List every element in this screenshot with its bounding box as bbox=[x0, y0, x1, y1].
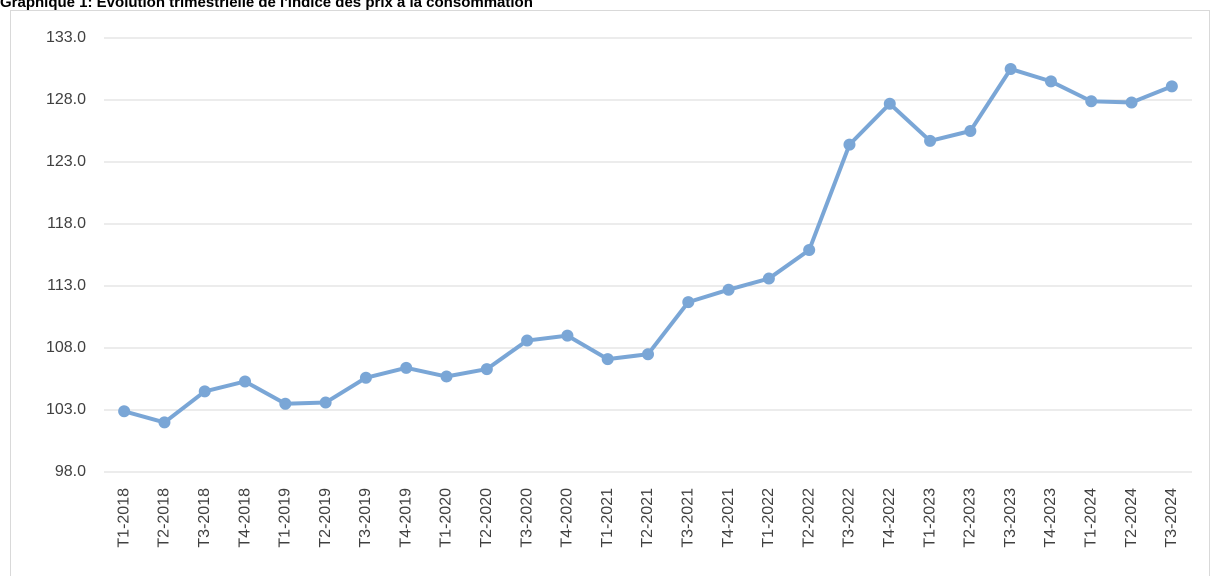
x-tick-label: T3-2021 bbox=[680, 488, 697, 548]
x-tick-label: T1-2024 bbox=[1082, 488, 1099, 548]
x-tick-label: T2-2024 bbox=[1123, 488, 1140, 548]
x-tick-label: T2-2022 bbox=[800, 488, 817, 548]
marker bbox=[642, 348, 654, 361]
x-tick-label: T1-2019 bbox=[277, 488, 294, 548]
x-tick-label: T2-2020 bbox=[478, 488, 495, 548]
marker bbox=[521, 334, 534, 347]
y-tick-label: 98.0 bbox=[55, 463, 86, 480]
marker bbox=[359, 371, 372, 384]
marker bbox=[843, 138, 856, 151]
marker bbox=[400, 361, 413, 374]
marker bbox=[601, 353, 614, 366]
x-tick-label: T1-2020 bbox=[438, 488, 455, 548]
marker bbox=[158, 416, 171, 429]
x-tick-label: T1-2021 bbox=[599, 488, 616, 548]
marker bbox=[1085, 95, 1098, 108]
marker bbox=[722, 283, 735, 296]
marker bbox=[964, 125, 977, 137]
x-tick-label: T1-2018 bbox=[115, 488, 132, 548]
x-tick-label: T3-2023 bbox=[1002, 488, 1019, 548]
marker bbox=[118, 405, 131, 418]
x-tick-label: T4-2021 bbox=[720, 488, 737, 548]
line bbox=[123, 67, 1173, 425]
x-tick-label: T2-2019 bbox=[317, 488, 334, 548]
marker bbox=[682, 296, 695, 309]
marker bbox=[1125, 96, 1138, 109]
marker bbox=[1165, 80, 1178, 93]
x-tick-label: T3-2022 bbox=[841, 488, 858, 548]
marker bbox=[480, 363, 493, 376]
chart-border bbox=[10, 10, 1210, 576]
chart-title: Graphique 1: Evolution trimestrielle de … bbox=[0, 0, 533, 11]
marker bbox=[1044, 75, 1057, 88]
x-tick-label: T4-2019 bbox=[397, 488, 414, 548]
x-tick-label: T3-2024 bbox=[1163, 488, 1180, 548]
x-tick-label: T2-2018 bbox=[156, 488, 173, 548]
x-tick-label: T3-2019 bbox=[357, 488, 374, 548]
marker bbox=[1004, 63, 1017, 75]
x-tick-label: T3-2018 bbox=[196, 488, 213, 548]
marker bbox=[319, 396, 332, 409]
x-tick-label: T2-2023 bbox=[962, 488, 979, 548]
marker bbox=[762, 272, 775, 285]
y-tick-label: 133.0 bbox=[46, 29, 86, 46]
x-tick-label: T4-2018 bbox=[236, 488, 253, 548]
y-tick-label: 118.0 bbox=[47, 215, 86, 232]
marker bbox=[803, 244, 816, 257]
marker bbox=[279, 397, 292, 410]
y-tick-label: 108.0 bbox=[46, 339, 86, 356]
marker bbox=[561, 329, 574, 342]
marker bbox=[924, 134, 937, 147]
y-tick-label: 103.0 bbox=[46, 401, 86, 418]
marker bbox=[883, 97, 896, 110]
marker bbox=[198, 385, 211, 398]
x-tick-label: T2-2021 bbox=[639, 488, 656, 548]
x-tick-label: T4-2020 bbox=[559, 488, 576, 548]
y-tick-label: 128.0 bbox=[46, 91, 86, 108]
y-tick-label: 123.0 bbox=[46, 153, 86, 170]
marker bbox=[239, 375, 252, 388]
x-tick-label: T1-2023 bbox=[921, 488, 938, 548]
x-tick-label: T4-2022 bbox=[881, 488, 898, 548]
marker bbox=[440, 370, 453, 383]
x-tick-label: T4-2023 bbox=[1042, 488, 1059, 548]
y-tick-label: 113.0 bbox=[47, 277, 86, 294]
x-tick-label: T1-2022 bbox=[760, 488, 777, 548]
x-tick-label: T3-2020 bbox=[518, 488, 535, 548]
